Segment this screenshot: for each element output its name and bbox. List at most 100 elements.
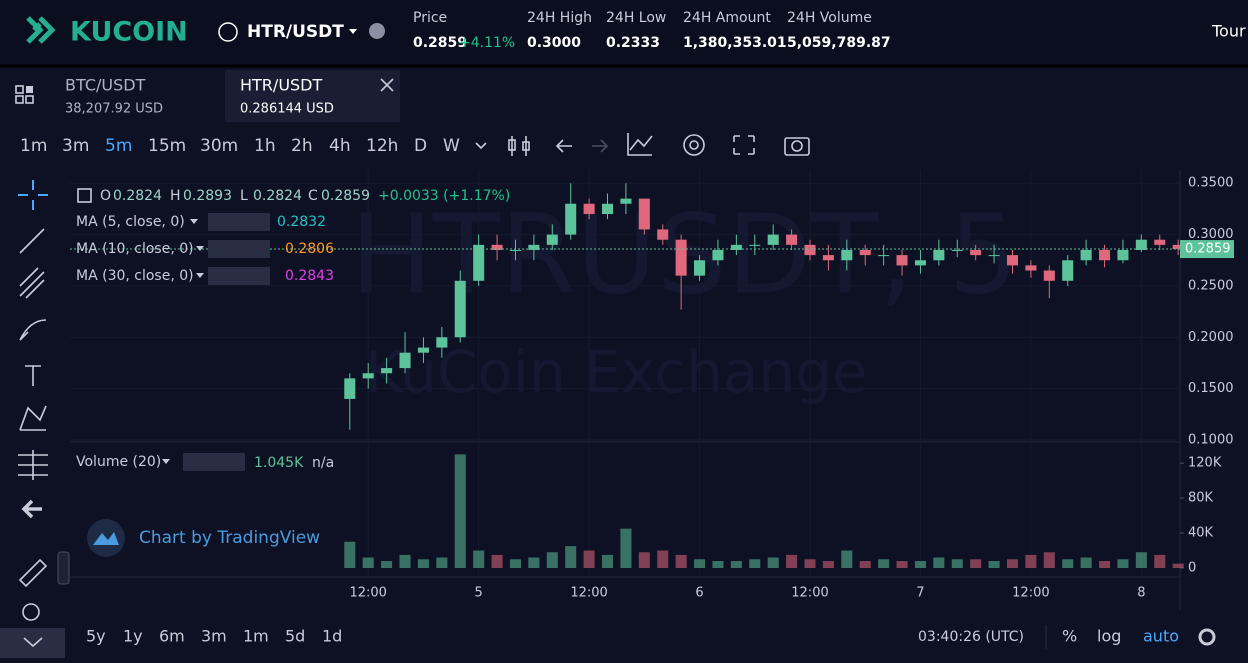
candle-body — [822, 255, 834, 261]
crosshair-tool[interactable] — [18, 180, 48, 210]
interval[interactable]: 1m — [20, 136, 47, 156]
snapshot-icon[interactable] — [784, 137, 810, 156]
layout-icon[interactable] — [26, 86, 33, 93]
indicator-controls[interactable] — [208, 267, 270, 285]
range[interactable]: 5y — [86, 627, 106, 646]
range[interactable]: 1d — [322, 627, 342, 646]
interval[interactable]: D — [414, 136, 427, 156]
interval[interactable]: 5m — [105, 136, 132, 156]
volume-bar — [1043, 552, 1055, 568]
ohlc-legend: O 0.2824 H 0.2893 L 0.2824 C 0.2859 — [100, 188, 370, 204]
more-tools[interactable] — [0, 628, 65, 658]
range[interactable]: 1m — [243, 627, 269, 646]
interval[interactable]: 15m — [148, 136, 186, 156]
volume-tick-label: 80K — [1188, 491, 1214, 506]
log-toggle[interactable]: log — [1097, 627, 1121, 646]
branding[interactable]: Chart by TradingView — [139, 528, 320, 548]
settings-icon[interactable] — [689, 140, 699, 150]
layout-icon[interactable] — [25, 95, 34, 104]
indicator-controls[interactable] — [208, 213, 270, 231]
candle-body — [675, 239, 687, 276]
layout-icon[interactable] — [15, 95, 24, 104]
volume-bar — [804, 559, 816, 568]
dropdown-arrow[interactable] — [162, 459, 170, 464]
interval[interactable]: 1h — [254, 136, 276, 156]
indicator-name: MA (30, close, 0) — [76, 268, 194, 284]
dropdown-arrow[interactable] — [349, 29, 357, 34]
range[interactable]: 1y — [123, 627, 143, 646]
interval[interactable]: 3m — [62, 136, 89, 156]
indicator-controls[interactable] — [208, 240, 270, 258]
tradingview-logo[interactable] — [93, 532, 119, 545]
interval[interactable]: 30m — [200, 136, 238, 156]
range-bar: 5y 1y 6m 3m 1m 5d 1d — [86, 627, 342, 646]
x-tick-label: 5 — [475, 586, 483, 601]
pair-selector[interactable]: HTR/USDT — [247, 22, 344, 42]
indicator-name: MA (5, close, 0) — [76, 214, 185, 230]
text-tool[interactable] — [25, 365, 41, 386]
stat-label: 24H High — [527, 10, 592, 26]
more-tools-arrow[interactable] — [23, 637, 43, 648]
auto-toggle[interactable]: auto — [1143, 627, 1179, 646]
interval[interactable]: 4h — [329, 136, 351, 156]
volume-bar — [675, 554, 687, 568]
settings-icon[interactable] — [683, 134, 705, 156]
fib-tool[interactable] — [19, 267, 45, 299]
range[interactable]: 5d — [285, 627, 305, 646]
snapshot-icon[interactable] — [791, 140, 803, 152]
collapse-toolbar[interactable] — [57, 551, 70, 585]
indicator-controls[interactable] — [183, 453, 245, 471]
candle-body — [1172, 244, 1184, 250]
info-icon[interactable] — [369, 23, 385, 39]
brush-tool[interactable] — [19, 319, 47, 341]
logo[interactable]: KUCOIN — [70, 17, 188, 48]
dropdown-arrow[interactable] — [196, 273, 204, 278]
active-tab[interactable] — [225, 70, 400, 122]
redo-icon[interactable] — [592, 139, 609, 153]
tab-pair[interactable]: BTC/USDT — [65, 76, 146, 95]
logo-icon[interactable] — [26, 16, 56, 44]
zoom-tool[interactable] — [22, 603, 40, 621]
interval[interactable]: 2h — [291, 136, 313, 156]
candle-body — [583, 203, 595, 215]
interval-more[interactable] — [475, 142, 487, 150]
stat-label: 24H Amount — [683, 10, 771, 26]
prediction-tool[interactable] — [18, 450, 48, 480]
line-tool[interactable] — [19, 228, 45, 254]
tour-link[interactable]: Tour — [1211, 22, 1246, 41]
undo-icon[interactable] — [555, 139, 572, 153]
volume-bar — [841, 550, 853, 568]
range[interactable]: 3m — [201, 627, 227, 646]
indicator-name: MA (10, close, 0) — [76, 241, 194, 257]
candle-body — [509, 249, 521, 251]
y-tick-label: 0.2500 — [1188, 278, 1234, 293]
candle-body — [951, 249, 963, 251]
dropdown-arrow[interactable] — [190, 219, 198, 224]
back-tool[interactable] — [21, 499, 42, 519]
dropdown-arrow[interactable] — [196, 246, 204, 251]
volume-extra: n/a — [312, 455, 334, 471]
ohlc-label: C — [308, 188, 318, 204]
interval[interactable]: 12h — [366, 136, 398, 156]
collapse-legend[interactable] — [77, 188, 92, 203]
candle-body — [786, 234, 798, 245]
interval[interactable]: W — [443, 136, 460, 156]
close-tab[interactable] — [380, 78, 394, 92]
interval-bar: 1m 3m 5m 15m 30m 1h 2h 4h 12h D W — [20, 136, 460, 156]
pattern-tool[interactable] — [19, 405, 47, 431]
tab-price[interactable]: 38,207.92 USD — [65, 102, 163, 117]
candle-body — [841, 249, 853, 261]
volume-bar — [436, 557, 448, 568]
settings-icon[interactable] — [1198, 628, 1216, 646]
layout-icon[interactable] — [15, 85, 24, 94]
range[interactable]: 6m — [159, 627, 185, 646]
chart-type-icon[interactable] — [522, 141, 530, 151]
percent-toggle[interactable]: % — [1062, 627, 1077, 646]
indicators-icon[interactable] — [627, 133, 653, 156]
fullscreen-icon[interactable] — [733, 135, 755, 155]
volume-bar — [822, 561, 834, 568]
tab-price[interactable]: 0.286144 USD — [240, 102, 334, 117]
chart-type-icon[interactable] — [508, 139, 516, 151]
tab-pair[interactable]: HTR/USDT — [240, 76, 323, 95]
ruler-tool[interactable] — [18, 558, 48, 588]
